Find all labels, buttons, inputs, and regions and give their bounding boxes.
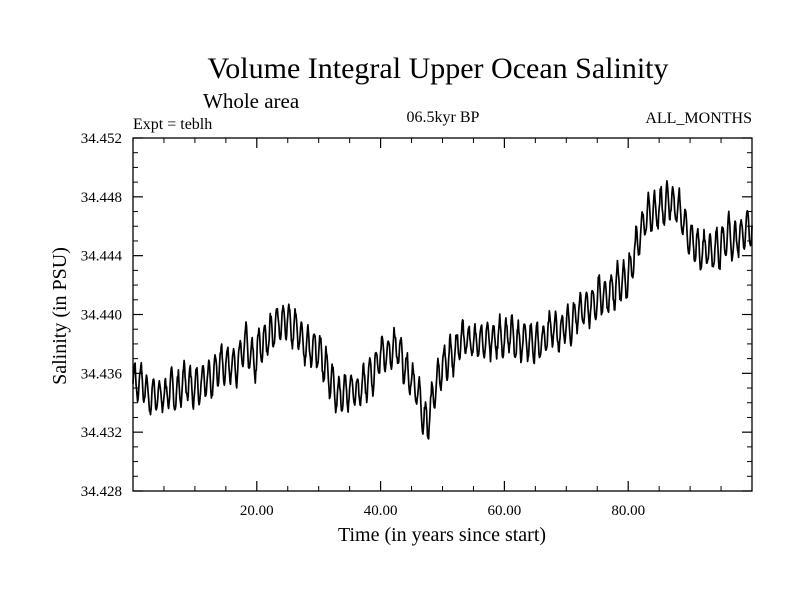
- y-tick-label: 34.436: [81, 366, 123, 382]
- x-tick-label: 60.00: [488, 503, 522, 519]
- y-tick-label: 34.452: [81, 131, 122, 147]
- x-axis-label: Time (in years since start): [338, 524, 546, 546]
- y-axis-label: Salinity (in PSU): [49, 247, 71, 385]
- y-tick-label: 34.432: [81, 425, 122, 441]
- x-tick-label: 40.00: [364, 503, 398, 519]
- chart-subtitle: Whole area: [203, 89, 300, 113]
- chart-title: Volume Integral Upper Ocean Salinity: [208, 52, 669, 85]
- axis-ticks: [133, 137, 752, 492]
- plot-frame: [132, 137, 753, 492]
- axis-tick-labels: 34.428 34.432 34.436 34.440 34.444 34.448 34.4…: [81, 131, 645, 519]
- period-label: 06.5kyr BP: [407, 109, 480, 126]
- y-tick-label: 34.448: [81, 190, 122, 206]
- y-tick-label: 34.440: [81, 308, 122, 324]
- experiment-label: Expt = teblh: [133, 116, 212, 133]
- months-label: ALL_MONTHS: [645, 110, 752, 127]
- x-tick-label: 80.00: [611, 503, 645, 519]
- y-tick-label: 34.428: [81, 484, 122, 500]
- salinity-series-line: [132, 180, 753, 440]
- y-tick-label: 34.444: [81, 249, 123, 265]
- x-tick-label: 20.00: [240, 503, 274, 519]
